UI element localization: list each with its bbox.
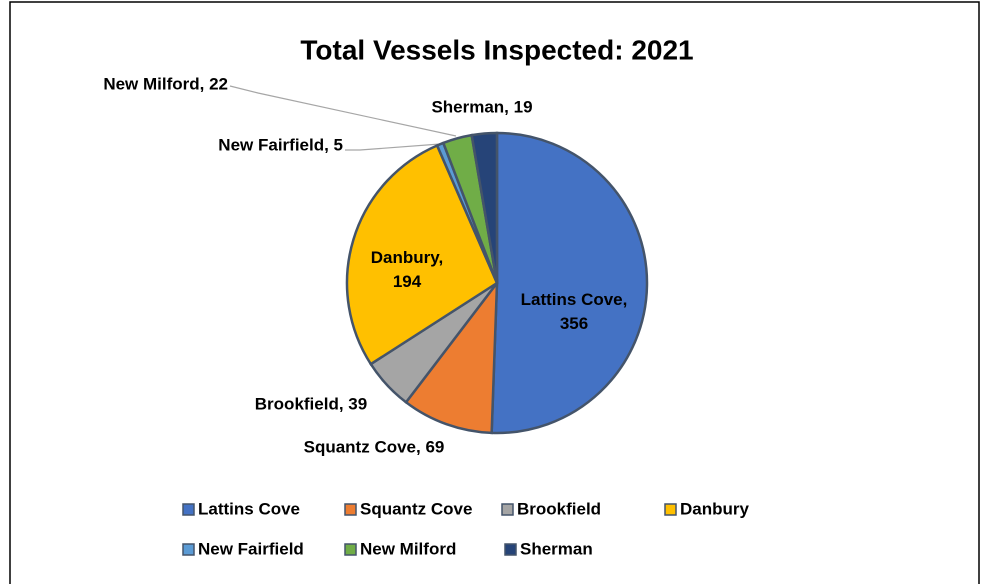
pie-slice xyxy=(345,143,499,366)
legend-label: Brookfield xyxy=(517,499,601,518)
legend-swatch xyxy=(344,543,357,556)
legend-label: New Milford xyxy=(360,539,456,558)
legend-swatch xyxy=(182,503,195,516)
legend-swatch xyxy=(344,503,357,516)
data-label-line: Danbury, xyxy=(371,248,443,267)
data-label-line: Lattins Cove, xyxy=(521,290,628,309)
pie-slice xyxy=(470,131,499,284)
pie-slice xyxy=(404,279,499,435)
data-label-line: 356 xyxy=(560,314,588,333)
legend-label: Sherman xyxy=(520,539,593,558)
legend-label: Danbury xyxy=(680,499,750,518)
legend-label: New Fairfield xyxy=(198,539,304,558)
leader-line xyxy=(229,85,457,137)
data-label: Danbury, 194 xyxy=(371,248,443,291)
data-label: Brookfield, 39 xyxy=(255,394,367,413)
legend-swatch xyxy=(182,543,195,556)
data-label-line: 194 xyxy=(393,272,422,291)
data-label: Lattins Cove, 356 xyxy=(521,290,628,333)
leader-line xyxy=(345,143,441,151)
legend-swatch xyxy=(664,503,677,516)
legend-label: Lattins Cove xyxy=(198,499,300,518)
data-label: Squantz Cove, 69 xyxy=(304,437,445,456)
legend-swatch xyxy=(501,503,514,516)
data-label: New Fairfield, 5 xyxy=(218,135,343,154)
chart-title: Total Vessels Inspected: 2021 xyxy=(300,34,693,65)
data-label: Sherman, 19 xyxy=(431,97,532,116)
legend-swatch xyxy=(504,543,517,556)
pie-slice xyxy=(490,131,649,435)
legend-label: Squantz Cove xyxy=(360,499,472,518)
data-label: New Milford, 22 xyxy=(103,74,228,93)
